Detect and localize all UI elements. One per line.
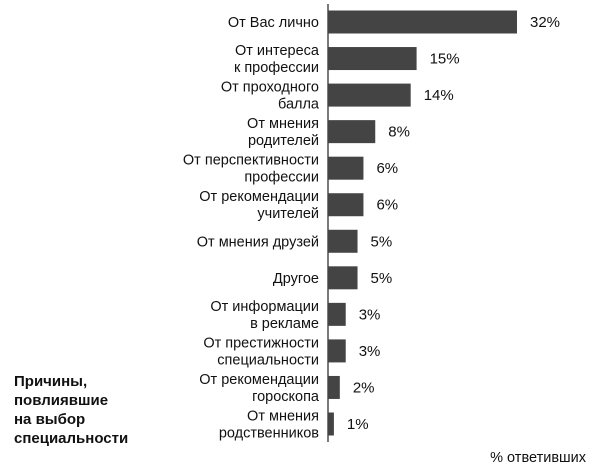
category-label-line: От перспективности — [183, 153, 319, 169]
caption-line: Причины, — [14, 373, 88, 390]
bar — [328, 47, 417, 71]
category-label-line: балла — [278, 97, 320, 113]
category-label-line: От информации — [210, 299, 319, 315]
caption-line: повлиявшие — [14, 392, 109, 409]
bar-value-label: 6% — [376, 160, 398, 177]
category-labels-group: От Вас лично От интереса к профессии От про… — [183, 15, 320, 442]
category-label-line: От мнения — [247, 116, 319, 132]
bar — [328, 10, 517, 34]
bar-value-label: 14% — [424, 87, 454, 104]
bar-value-label: 5% — [371, 233, 393, 250]
category-label-line: профессии — [244, 170, 319, 186]
category-label-line: От рекомендации — [199, 372, 319, 388]
bar — [328, 412, 334, 436]
bar-value-label: 1% — [347, 416, 369, 433]
category-label-line: От престижности — [203, 335, 319, 351]
bar-value-label: 6% — [376, 197, 398, 214]
category-label-line: От мнения — [247, 409, 319, 425]
value-labels-group: 32% 15% 14% 8% 6% 6% 5% 5% 3% 3% 2% 1% — [347, 14, 560, 433]
category-label: От престижности специальности — [203, 335, 319, 368]
chart-caption: Причины, повлиявшие на выбор специальнос… — [14, 372, 164, 448]
category-label: От мнения друзей — [197, 234, 319, 250]
category-label-line: специальности — [217, 352, 319, 368]
bar — [328, 339, 346, 363]
category-label: От информации в рекламе — [210, 299, 319, 332]
bar — [328, 83, 411, 107]
bar — [328, 266, 358, 290]
bar-value-label: 2% — [353, 379, 375, 396]
bar — [328, 302, 346, 326]
category-label: Другое — [273, 271, 319, 287]
bar — [328, 156, 364, 180]
category-label: От Вас лично — [228, 15, 319, 31]
category-label-line: Другое — [273, 271, 319, 287]
category-label-line: От проходного — [221, 80, 319, 96]
bar — [328, 193, 364, 217]
category-label-line: От рекомендации — [199, 189, 319, 205]
category-label-line: к профессии — [234, 60, 319, 76]
bar-value-label: 15% — [430, 51, 460, 68]
x-axis-label: % ответивших — [490, 450, 587, 466]
bar-value-label: 8% — [388, 124, 410, 141]
category-label-line: родственников — [219, 426, 319, 442]
category-label: От интереса к профессии — [234, 43, 320, 76]
bar-value-label: 5% — [371, 270, 393, 287]
category-label-line: От Вас лично — [228, 15, 319, 31]
category-label: От проходного балла — [221, 80, 320, 113]
category-label-line: учителей — [257, 206, 319, 222]
category-label: От перспективности профессии — [183, 153, 319, 186]
bars-group — [328, 10, 517, 436]
category-label-line: гороскопа — [252, 389, 320, 405]
category-label: От рекомендации учителей — [199, 189, 319, 222]
bar — [328, 375, 340, 399]
bar — [328, 229, 358, 253]
category-label-line: От мнения друзей — [197, 234, 319, 250]
bar-value-label: 32% — [530, 14, 560, 31]
category-label: От мнения родителей — [247, 116, 319, 149]
bar — [328, 120, 376, 144]
category-label: От мнения родственников — [219, 409, 319, 442]
bar-value-label: 3% — [359, 306, 381, 323]
category-label-line: в рекламе — [250, 316, 319, 332]
category-label-line: От интереса — [235, 43, 320, 59]
caption-line: на выбор — [14, 411, 86, 428]
caption-line: специальности — [14, 430, 129, 447]
category-label: От рекомендации гороскопа — [199, 372, 320, 405]
bar-value-label: 3% — [359, 343, 381, 360]
category-label-line: родителей — [248, 133, 319, 149]
